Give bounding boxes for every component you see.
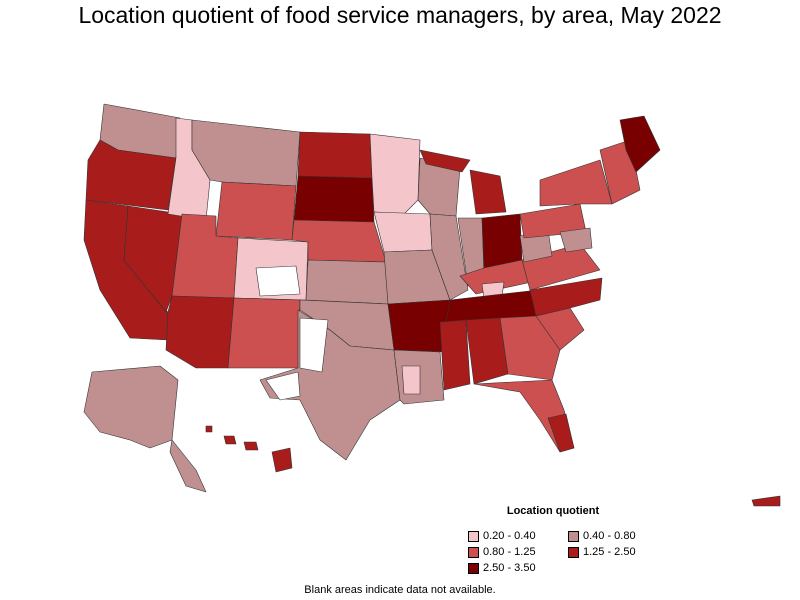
region-louisiana-light[interactable] bbox=[401, 365, 421, 395]
region-hawaii[interactable] bbox=[271, 447, 293, 473]
region-michigan[interactable] bbox=[469, 169, 507, 215]
legend-swatch bbox=[468, 562, 479, 574]
region-new-york[interactable] bbox=[539, 159, 613, 207]
legend-title: Location quotient bbox=[506, 505, 600, 517]
legend-label: 0.80 - 1.25 bbox=[483, 546, 536, 558]
legend-swatch bbox=[568, 546, 579, 558]
region-oregon[interactable] bbox=[85, 139, 177, 211]
legend-item: 0.40 - 0.80 bbox=[568, 530, 668, 542]
legend-swatch bbox=[468, 546, 479, 558]
legend-item: 1.25 - 2.50 bbox=[568, 546, 668, 558]
region-illinois[interactable] bbox=[429, 213, 469, 301]
region-hawaii-islands[interactable] bbox=[205, 425, 259, 451]
region-florida-south[interactable] bbox=[547, 413, 575, 453]
region-georgia[interactable] bbox=[499, 315, 561, 381]
region-north-dakota[interactable] bbox=[297, 131, 373, 179]
region-minnesota[interactable] bbox=[369, 133, 421, 215]
legend-label: 1.25 - 2.50 bbox=[583, 546, 636, 558]
region-montana[interactable] bbox=[191, 119, 301, 187]
region-mississippi[interactable] bbox=[439, 319, 471, 391]
legend-item: 2.50 - 3.50 bbox=[468, 562, 568, 574]
region-maryland[interactable] bbox=[559, 227, 593, 253]
region-kansas[interactable] bbox=[305, 259, 389, 305]
legend-item: 0.20 - 0.40 bbox=[468, 530, 568, 542]
region-north-carolina[interactable] bbox=[529, 277, 603, 317]
legend-swatch bbox=[468, 530, 479, 542]
region-texas[interactable] bbox=[259, 309, 401, 461]
legend-label: 2.50 - 3.50 bbox=[483, 562, 536, 574]
legend-item: 0.80 - 1.25 bbox=[468, 546, 568, 558]
region-ohio[interactable] bbox=[481, 213, 523, 269]
map-title: Location quotient of food service manage… bbox=[78, 2, 722, 28]
region-wyoming[interactable] bbox=[215, 181, 297, 241]
region-michigan-up[interactable] bbox=[419, 149, 471, 173]
region-alaska-panhandle[interactable] bbox=[169, 439, 207, 493]
legend-label: 0.40 - 0.80 bbox=[583, 530, 636, 542]
region-south-dakota[interactable] bbox=[293, 175, 375, 223]
region-texas-west-nodata bbox=[265, 371, 301, 401]
legend: Location quotient 0.20 - 0.40 0.40 - 0.8… bbox=[468, 505, 668, 574]
region-alaska[interactable] bbox=[83, 365, 179, 449]
footnote: Blank areas indicate data not available. bbox=[304, 584, 496, 596]
region-arizona[interactable] bbox=[165, 295, 235, 369]
legend-swatch bbox=[568, 530, 579, 542]
region-maine[interactable] bbox=[619, 115, 661, 173]
region-new-mexico[interactable] bbox=[227, 297, 301, 369]
region-puerto-rico[interactable] bbox=[751, 495, 781, 507]
region-colorado-nodata bbox=[255, 265, 301, 297]
region-iowa[interactable] bbox=[373, 211, 433, 253]
region-texas-nodata bbox=[299, 317, 329, 373]
legend-label: 0.20 - 0.40 bbox=[483, 530, 536, 542]
